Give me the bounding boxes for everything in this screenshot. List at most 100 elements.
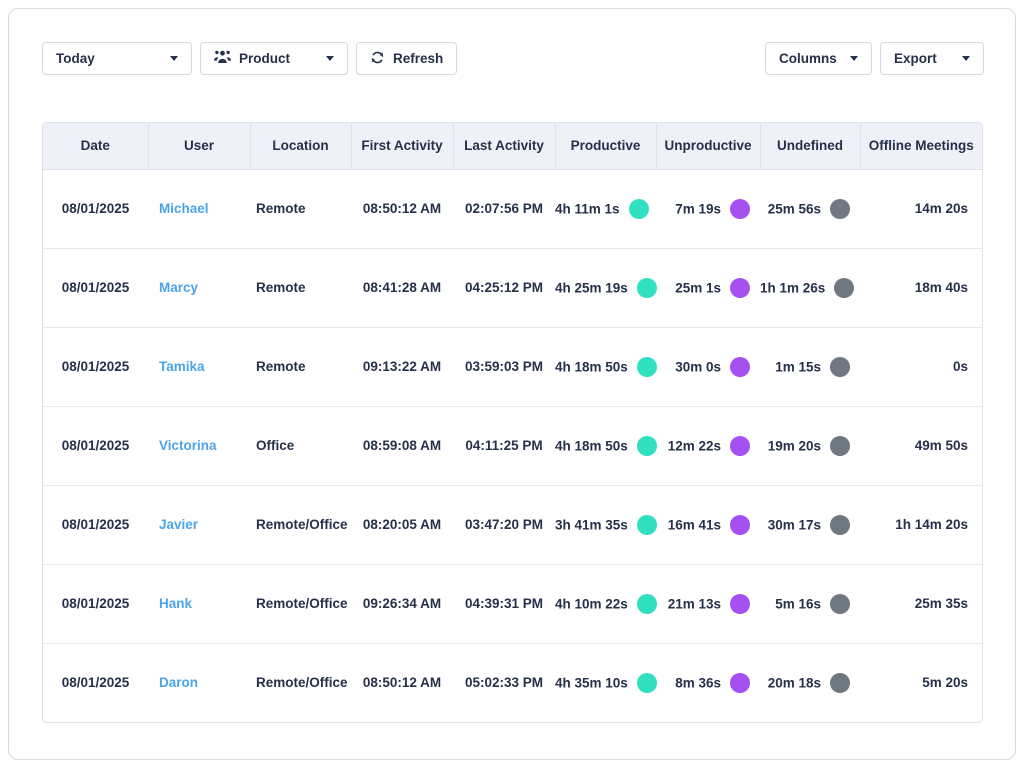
undefined-dot-icon	[834, 277, 855, 298]
user-cell: Victorina	[148, 406, 250, 486]
unproductive-value: 12m 22s	[667, 438, 721, 453]
date-cell: 08/01/2025	[43, 406, 148, 486]
unproductive-dot-icon	[730, 277, 750, 298]
user-link[interactable]: Tamika	[159, 359, 205, 374]
first-activity-cell: 09:13:22 AM	[351, 327, 453, 407]
unproductive-cell: 16m 41s	[656, 485, 760, 565]
date-cell: 08/01/2025	[43, 327, 148, 407]
productive-cell: 4h 10m 22s	[555, 564, 657, 644]
date-filter-dropdown[interactable]: Today	[42, 42, 192, 75]
location-cell: Remote/Office	[250, 643, 351, 722]
date-cell: 08/01/2025	[43, 169, 148, 249]
date-cell: 08/01/2025	[43, 643, 148, 722]
users-icon	[214, 50, 231, 67]
last-activity-cell: 04:25:12 PM	[453, 248, 555, 328]
table-header: Date User Location First Activity Last A…	[43, 123, 982, 170]
group-filter-content: Product	[214, 50, 290, 67]
user-link[interactable]: Daron	[159, 675, 199, 691]
last-activity-cell: 04:39:31 PM	[453, 564, 555, 644]
productive-value: 4h 11m 1s	[555, 201, 620, 216]
toolbar-left: Today Product	[42, 42, 458, 75]
toolbar: Today Product	[42, 42, 984, 75]
unproductive-value: 16m 41s	[667, 517, 721, 532]
offline-meetings-cell: 0s	[860, 327, 982, 407]
column-header-last-activity: Last Activity	[453, 123, 556, 170]
user-cell: Javier	[148, 485, 250, 565]
refresh-button[interactable]: Refresh	[356, 42, 458, 75]
user-link[interactable]: Hank	[159, 596, 193, 611]
productive-dot-icon	[636, 356, 657, 377]
productive-cell: 4h 18m 50s	[555, 327, 657, 407]
unproductive-dot-icon	[730, 593, 750, 614]
user-link[interactable]: Victorina	[159, 438, 217, 453]
undefined-dot-icon	[830, 593, 850, 614]
undefined-value: 5m 16s	[775, 596, 821, 611]
column-header-unproductive: Unproductive	[656, 123, 761, 170]
productive-dot-icon	[636, 277, 657, 298]
undefined-cell: 25m 56s	[760, 169, 860, 249]
column-header-offline-meetings: Offline Meetings	[860, 123, 982, 170]
user-link[interactable]: Michael	[159, 201, 209, 216]
undefined-cell: 5m 16s	[760, 564, 860, 644]
undefined-dot-icon	[830, 198, 850, 219]
productive-cell: 4h 18m 50s	[555, 406, 657, 486]
caret-down-icon	[962, 56, 970, 61]
table-row: 08/01/2025 Victorina Office 08:59:08 AM …	[43, 406, 982, 486]
offline-meetings-cell: 5m 20s	[860, 643, 982, 722]
column-header-date: Date	[43, 123, 149, 170]
unproductive-cell: 7m 19s	[656, 169, 760, 249]
undefined-value: 1h 1m 26s	[760, 280, 826, 295]
unproductive-cell: 12m 22s	[656, 406, 760, 486]
activity-table: Date User Location First Activity Last A…	[43, 123, 982, 722]
unproductive-value: 7m 19s	[675, 201, 721, 216]
undefined-value: 25m 56s	[767, 201, 821, 216]
toolbar-right: Columns Export	[765, 42, 984, 75]
unproductive-dot-icon	[730, 356, 750, 377]
table-body: 08/01/2025 Michael Remote 08:50:12 AM 02…	[43, 169, 982, 722]
productive-dot-icon	[636, 593, 657, 614]
last-activity-cell: 02:07:56 PM	[453, 169, 555, 249]
caret-down-icon	[170, 56, 178, 61]
column-header-user: User	[148, 123, 251, 170]
export-dropdown[interactable]: Export	[880, 42, 984, 75]
last-activity-cell: 04:11:25 PM	[453, 406, 555, 486]
location-cell: Remote/Office	[250, 564, 351, 644]
unproductive-value: 25m 1s	[675, 280, 721, 295]
group-filter-dropdown[interactable]: Product	[200, 42, 348, 75]
user-cell: Michael	[148, 169, 250, 249]
column-header-location: Location	[250, 123, 352, 170]
date-cell: 08/01/2025	[43, 564, 148, 644]
offline-meetings-cell: 1h 14m 20s	[860, 485, 982, 565]
productive-dot-icon	[636, 672, 657, 693]
offline-meetings-cell: 49m 50s	[860, 406, 982, 486]
first-activity-cell: 08:50:12 AM	[351, 169, 453, 249]
unproductive-cell: 8m 36s	[656, 643, 760, 722]
user-link[interactable]: Marcy	[159, 280, 199, 295]
unproductive-dot-icon	[730, 435, 750, 456]
columns-dropdown[interactable]: Columns	[765, 42, 872, 75]
unproductive-cell: 30m 0s	[656, 327, 760, 407]
user-cell: Hank	[148, 564, 250, 644]
unproductive-cell: 21m 13s	[656, 564, 760, 644]
last-activity-cell: 05:02:33 PM	[453, 643, 555, 722]
undefined-cell: 30m 17s	[760, 485, 860, 565]
user-link[interactable]: Javier	[159, 517, 199, 532]
caret-down-icon	[850, 56, 858, 61]
undefined-dot-icon	[830, 435, 850, 456]
table-row: 08/01/2025 Marcy Remote 08:41:28 AM 04:2…	[43, 248, 982, 328]
refresh-icon	[370, 50, 385, 68]
undefined-value: 20m 18s	[767, 675, 821, 691]
productive-value: 4h 18m 50s	[555, 438, 628, 453]
offline-meetings-cell: 25m 35s	[860, 564, 982, 644]
productive-dot-icon	[636, 435, 657, 456]
productive-cell: 4h 25m 19s	[555, 248, 657, 328]
productive-cell: 4h 11m 1s	[555, 169, 656, 249]
user-cell: Tamika	[148, 327, 250, 407]
unproductive-dot-icon	[730, 514, 750, 535]
undefined-dot-icon	[830, 356, 850, 377]
location-cell: Remote	[250, 248, 351, 328]
productive-value: 4h 18m 50s	[555, 359, 628, 374]
undefined-value: 1m 15s	[775, 359, 821, 374]
undefined-cell: 1m 15s	[760, 327, 860, 407]
first-activity-cell: 08:20:05 AM	[351, 485, 453, 565]
